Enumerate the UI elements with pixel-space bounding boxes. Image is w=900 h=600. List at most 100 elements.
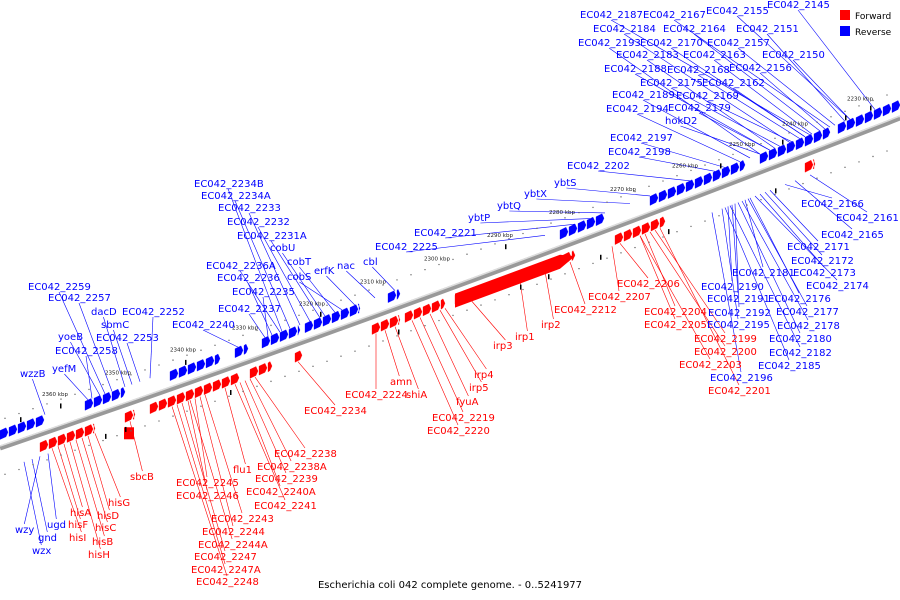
forward-guide-dot (32, 464, 34, 466)
reverse-gene-label: EC042_2182 (769, 348, 832, 359)
reverse-gene-label: EC042_2257 (48, 293, 111, 304)
legend-reverse-label: Reverse (855, 28, 892, 38)
leader-line (429, 313, 469, 397)
forward-guide-dot (522, 288, 524, 291)
position-marker (185, 359, 187, 365)
leader-line (611, 246, 620, 292)
reverse-gene-block (169, 368, 179, 381)
forward-gene-label: irp4 (474, 370, 494, 381)
reverse-gene-block (205, 355, 215, 369)
forward-guide-dot (452, 314, 454, 317)
forward-gene-block (632, 225, 642, 239)
reverse-gene-label: EC042_2183 (616, 50, 679, 61)
leader-line (784, 184, 833, 199)
reverse-gene-label: cbl (363, 257, 378, 268)
reverse-gene-label: EC042_2196 (710, 373, 773, 384)
reverse-gene-label: EC042_2259 (28, 282, 91, 293)
forward-gene-block (158, 398, 168, 411)
reverse-gene-block (270, 332, 280, 346)
leader-line (299, 281, 343, 311)
reverse-gene-label: hokD2 (665, 116, 697, 127)
forward-gene-label: irp2 (541, 320, 561, 331)
forward-guide-dot (270, 380, 272, 383)
leader-line (189, 400, 233, 540)
leader-line (544, 271, 554, 320)
position-marker (105, 433, 107, 439)
reverse-guide-dot (130, 374, 132, 376)
leader-line (405, 235, 546, 253)
reverse-gene-label: EC042_2174 (806, 281, 869, 292)
reverse-gene-label: ybtS (554, 178, 577, 189)
forward-gene-block (623, 229, 633, 242)
leader-line (171, 406, 228, 577)
forward-guide-dot (704, 220, 706, 222)
leader-line (439, 310, 482, 383)
reverse-guide-dot (18, 412, 20, 415)
forward-guide-dot (718, 215, 720, 217)
kbp-tick-label: 2360 kbp (42, 392, 68, 398)
forward-gene-block (176, 392, 186, 405)
leader-line (244, 380, 287, 474)
reverse-guide-dot (578, 211, 580, 214)
forward-gene-block (48, 436, 58, 449)
forward-guide-dot (606, 257, 608, 259)
leader-line (734, 203, 740, 308)
forward-guide-dot (508, 294, 510, 296)
forward-gene-block (149, 401, 159, 414)
position-marker (782, 139, 784, 145)
reverse-guide-dot (382, 284, 384, 286)
leader-line (81, 437, 108, 523)
forward-gene-block (422, 303, 432, 317)
forward-guide-dot (550, 278, 552, 280)
reverse-gene-block (586, 216, 596, 230)
reverse-gene-block (313, 317, 323, 330)
forward-gene-label: EC042_2199 (694, 334, 757, 345)
leader-line (769, 190, 819, 242)
reverse-gene-block (577, 220, 587, 233)
reverse-gene-block (813, 130, 823, 144)
forward-gene-label: EC042_2239 (255, 474, 318, 485)
leader-line (181, 402, 226, 552)
leader-line (78, 302, 113, 392)
forward-gene-label: irp5 (469, 383, 489, 394)
reverse-guide-dot (760, 143, 762, 145)
forward-gene-block (185, 389, 195, 402)
reverse-gene-label: EC042_2236 (217, 273, 280, 284)
leader-line (639, 235, 711, 360)
position-marker (320, 311, 322, 317)
forward-guide-dot (214, 400, 216, 403)
leader-line (224, 387, 246, 465)
leader-line (23, 461, 42, 546)
legend-forward-label: Forward (855, 12, 891, 22)
forward-gene-label: hisH (88, 550, 110, 561)
reverse-gene-label: EC042_2167 (643, 10, 706, 21)
forward-guide-dot (634, 246, 636, 249)
reverse-gene-block (694, 176, 704, 189)
reverse-gene-block (349, 304, 359, 317)
reverse-gene-label: EC042_2161 (836, 213, 899, 224)
forward-gene-block (371, 322, 381, 335)
reverse-gene-block (703, 172, 713, 186)
reverse-gene-label: ybtX (524, 189, 547, 200)
leader-line (747, 198, 808, 307)
leader-line (759, 193, 825, 268)
forward-gene-block (650, 218, 660, 232)
reverse-gene-label: EC042_2195 (707, 320, 770, 331)
kbp-tick-label: 2330 kbp (232, 326, 258, 332)
forward-gene-label: irp1 (515, 332, 535, 343)
reverse-gene-block (243, 343, 249, 355)
reverse-gene-label: EC042_2173 (793, 268, 856, 279)
reverse-guide-dot (592, 206, 594, 209)
forward-guide-dot (578, 267, 580, 270)
leader-line (659, 228, 740, 386)
kbp-tick-label: 2260 kbp (672, 164, 698, 170)
reverse-gene-block (891, 100, 900, 113)
reverse-gene-label: EC042_2187 (580, 10, 643, 21)
forward-guide-dot (74, 449, 76, 451)
forward-gene-label: EC042_2244A (198, 540, 268, 551)
reverse-gene-block (35, 415, 45, 428)
legend-forward-swatch (840, 10, 850, 20)
reverse-gene-label: erfK (314, 266, 335, 277)
leader-line (194, 398, 208, 478)
